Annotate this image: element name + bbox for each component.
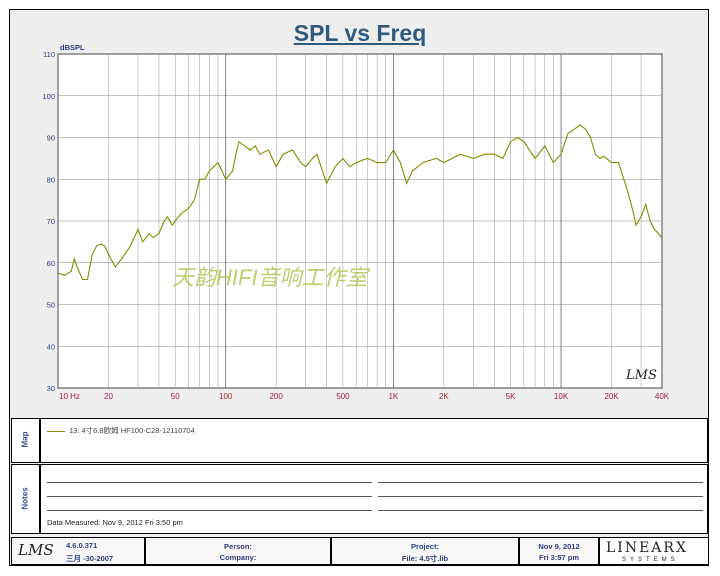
y-axis-ticks: 30 40 50 60 70 80 90 100 110 — [42, 50, 55, 393]
x-tick-label: 20 — [104, 392, 113, 401]
legend-entry: 13: 4寸6.8欧姆 HF100-C28-12110704 — [69, 426, 195, 435]
x-axis-ticks: 10 Hz 20 50 100 200 500 1K 2K 5K 10K 20K 40K — [59, 392, 670, 401]
notes-side-box: Notes — [11, 464, 40, 534]
x-tick-label: 20K — [604, 392, 619, 401]
project-label: Project: — [411, 542, 439, 551]
x-tick-label: 10K — [554, 392, 569, 401]
x-tick-label: 1K — [388, 392, 398, 401]
footer-person-cell: Person: Company: — [145, 537, 331, 565]
watermark-text: 天韵HIFI音响工作室 — [172, 265, 368, 290]
file-label: File: 4.5寸.lib — [401, 554, 449, 563]
software-build-date: 三月 -30-2007 — [66, 554, 114, 563]
plot-lms-logo: LMS — [626, 368, 657, 383]
x-tick-label: 100 — [219, 392, 233, 401]
footer-project-cell: Project: File: 4.5寸.lib — [331, 537, 519, 565]
x-tick-label: 200 — [269, 392, 283, 401]
x-tick-label: 50 — [171, 392, 180, 401]
chart-title: SPL vs Freq — [293, 20, 427, 46]
note-line — [378, 482, 703, 483]
notes-panel: Data Measured: Nov 9, 2012 Fri 3:50 pm — [40, 464, 708, 534]
date-measured: Data Measured: Nov 9, 2012 Fri 3:50 pm — [47, 518, 183, 527]
footer-date: Nov 9, 2012 — [538, 542, 580, 551]
y-tick-label: 110 — [43, 50, 55, 59]
x-tick-label: 500 — [336, 392, 350, 401]
footer-time: Fri 3:57 pm — [538, 553, 579, 562]
footer-lms-logo: LMS — [18, 541, 54, 559]
footer-logo-cell: LMS 4.6.0.371 三月 -30-2007 — [11, 537, 145, 565]
legend-panel: 13: 4寸6.8欧姆 HF100-C28-12110704 — [40, 418, 708, 463]
map-label: Map — [20, 431, 30, 448]
x-tick-label: 40K — [655, 392, 670, 401]
spl-curve-series — [57, 124, 663, 281]
note-line — [378, 496, 703, 497]
map-side-box: Map — [11, 418, 40, 463]
y-axis-label: dBSPL — [60, 43, 85, 52]
y-tick-label: 40 — [47, 342, 55, 351]
x-tick-label: 10 Hz — [59, 392, 80, 401]
note-line — [378, 510, 703, 511]
y-tick-label: 70 — [47, 217, 55, 226]
software-version: 4.6.0.371 — [66, 541, 98, 550]
plot-grid — [57, 53, 663, 389]
linearx-logo-subtitle: SYSTEMS — [622, 557, 679, 563]
note-line — [47, 496, 372, 497]
linearx-logo: LINEARX — [606, 540, 688, 556]
y-tick-label: 60 — [47, 259, 55, 268]
x-tick-label: 5K — [506, 392, 516, 401]
footer-brand-cell: LINEARX SYSTEMS — [599, 537, 709, 565]
y-tick-label: 50 — [47, 301, 55, 310]
y-tick-label: 100 — [42, 92, 55, 101]
y-tick-label: 30 — [47, 384, 55, 393]
y-tick-label: 80 — [47, 175, 55, 184]
footer-date-cell: Nov 9, 2012 Fri 3:57 pm — [519, 537, 599, 565]
note-line — [47, 510, 372, 511]
note-line — [47, 482, 372, 483]
y-tick-label: 90 — [47, 134, 55, 143]
x-tick-label: 2K — [439, 392, 449, 401]
person-label: Person: — [224, 542, 252, 551]
legend-swatch — [47, 431, 65, 432]
company-label: Company: — [219, 553, 257, 562]
notes-label: Notes — [20, 487, 30, 510]
